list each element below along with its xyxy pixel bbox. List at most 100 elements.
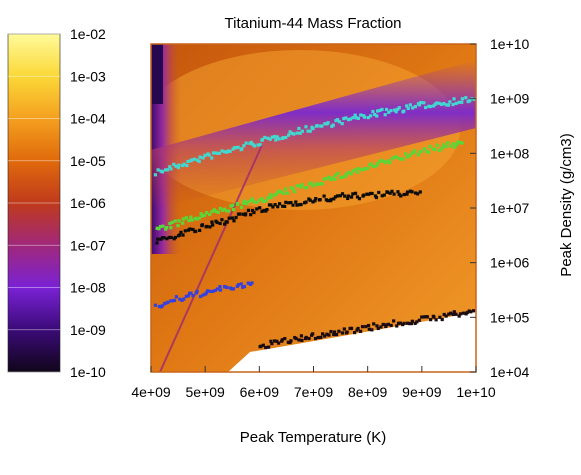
- data-point: [435, 143, 439, 147]
- data-point: [460, 97, 465, 101]
- data-point: [424, 105, 428, 110]
- data-point: [255, 207, 259, 211]
- colorbar-tick-label: 1e-07: [70, 237, 106, 253]
- data-point: [242, 144, 246, 148]
- data-point: [390, 157, 394, 161]
- data-point: [222, 207, 227, 211]
- data-point: [425, 149, 429, 153]
- data-point: [405, 321, 410, 325]
- data-point: [255, 200, 259, 205]
- data-point: [266, 136, 270, 140]
- data-point: [298, 131, 302, 135]
- data-point: [371, 109, 375, 114]
- data-point: [165, 226, 169, 230]
- data-point: [182, 162, 186, 166]
- data-point: [393, 108, 397, 112]
- data-point: [158, 224, 163, 229]
- scatter-series: [153, 96, 476, 350]
- data-point: [320, 182, 324, 186]
- data-point: [165, 237, 169, 241]
- data-point: [207, 212, 212, 217]
- data-point: [375, 109, 380, 113]
- data-point: [311, 127, 315, 131]
- data-point: [433, 147, 437, 152]
- data-point: [382, 193, 386, 197]
- data-point: [225, 209, 229, 213]
- data-point: [160, 170, 165, 174]
- data-point: [365, 192, 369, 196]
- data-point: [417, 318, 421, 322]
- data-point: [245, 202, 249, 206]
- data-point: [304, 335, 308, 340]
- data-point: [198, 294, 203, 299]
- data-point: [249, 199, 253, 203]
- data-point: [418, 190, 422, 194]
- data-point: [417, 103, 422, 107]
- data-point: [399, 194, 403, 198]
- y-tick-label: 1e+06: [490, 255, 530, 271]
- data-point: [153, 173, 158, 177]
- data-point: [297, 126, 301, 131]
- data-point: [286, 340, 290, 344]
- data-point: [324, 177, 329, 181]
- data-point: [455, 143, 459, 147]
- data-point: [347, 170, 351, 174]
- data-point: [438, 315, 442, 319]
- data-point: [363, 115, 367, 119]
- data-point: [216, 210, 220, 214]
- data-point: [155, 226, 159, 230]
- chart-title: Titanium-44 Mass Fraction: [225, 15, 402, 32]
- data-point: [287, 133, 291, 137]
- data-point: [205, 210, 209, 215]
- data-point: [186, 159, 190, 164]
- data-point: [223, 150, 227, 154]
- data-point: [232, 219, 236, 223]
- data-point: [442, 312, 446, 317]
- data-point: [471, 309, 476, 313]
- data-point: [157, 304, 162, 309]
- data-point: [321, 332, 325, 336]
- data-point: [343, 194, 347, 198]
- data-point: [156, 168, 160, 172]
- data-point: [169, 235, 173, 240]
- data-point: [170, 299, 174, 303]
- x-tick-label: 8e+09: [348, 384, 388, 400]
- data-point: [156, 237, 160, 241]
- data-point: [187, 218, 191, 223]
- data-point: [205, 224, 209, 229]
- data-point: [351, 116, 355, 120]
- data-point: [199, 212, 203, 216]
- colorbar-tick-label: 1e-05: [70, 153, 106, 169]
- data-point: [311, 184, 315, 188]
- data-point: [225, 150, 229, 154]
- data-point: [422, 315, 426, 319]
- data-point: [181, 221, 185, 225]
- data-point: [252, 200, 256, 204]
- data-point: [189, 215, 193, 219]
- data-point: [405, 192, 409, 196]
- data-point: [419, 149, 423, 153]
- data-point: [241, 285, 245, 289]
- colorbar-tick-label: 1e-10: [70, 364, 106, 380]
- data-point: [370, 191, 374, 196]
- data-point: [363, 167, 367, 171]
- data-point: [397, 106, 401, 110]
- data-point: [173, 219, 177, 223]
- data-point: [177, 219, 181, 223]
- data-point: [452, 310, 456, 314]
- data-point: [390, 189, 394, 193]
- data-point: [394, 110, 398, 114]
- data-point: [213, 288, 217, 293]
- colorbar-ticks: 1e-10 1e-09 1e-08 1e-07 1e-06 1e-05 1e-04 1e-03…: [8, 26, 106, 380]
- data-point: [184, 294, 188, 298]
- data-point: [407, 321, 411, 326]
- data-point: [465, 310, 469, 315]
- data-point: [258, 143, 262, 147]
- data-point: [440, 317, 444, 322]
- data-point: [275, 339, 279, 343]
- data-point: [181, 233, 185, 237]
- data-point: [401, 157, 405, 161]
- data-point: [284, 187, 288, 191]
- data-point: [371, 164, 376, 169]
- data-point: [379, 158, 384, 163]
